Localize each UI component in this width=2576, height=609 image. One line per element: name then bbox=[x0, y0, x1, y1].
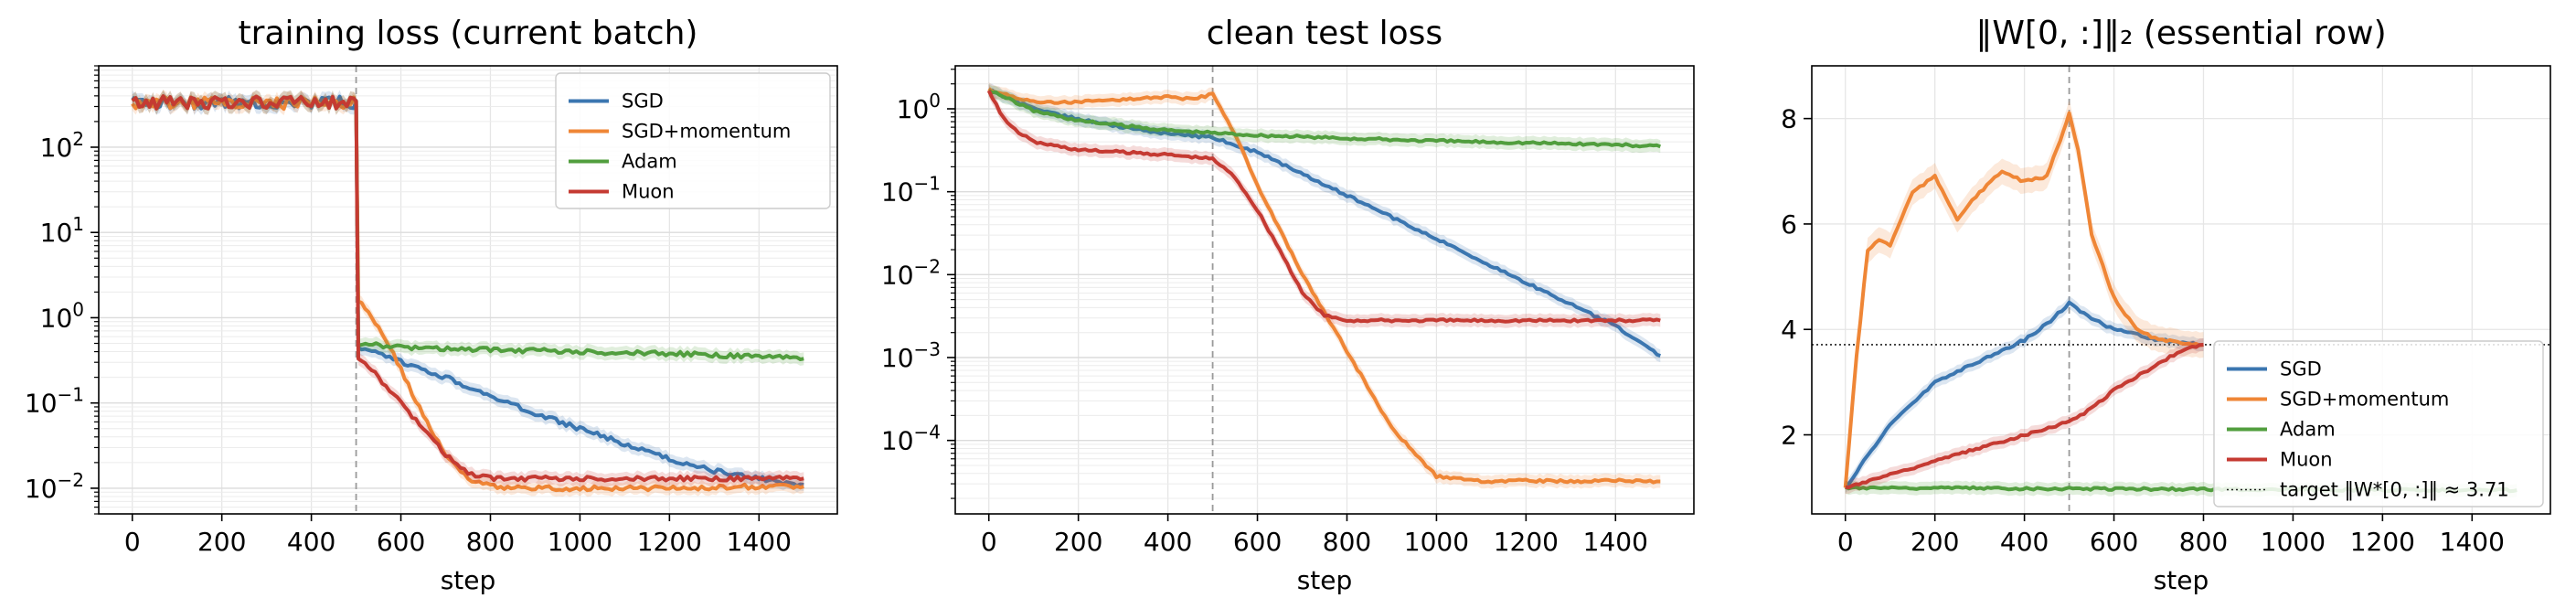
x-tick-label: 1000 bbox=[1404, 527, 1469, 557]
x-tick-label: 600 bbox=[2090, 527, 2138, 557]
x-tick-label: 600 bbox=[377, 527, 425, 557]
legend-label: SGD bbox=[622, 91, 664, 112]
y-tick-label: 10−3 bbox=[881, 338, 941, 373]
y-tick-label: 6 bbox=[1781, 209, 1797, 240]
band-sgd bbox=[1845, 295, 2204, 493]
x-tick-label: 400 bbox=[1144, 527, 1192, 557]
legend-label: SGD+momentum bbox=[2280, 389, 2449, 411]
x-axis-label: step bbox=[441, 565, 496, 595]
series-muon bbox=[1845, 343, 2204, 489]
legend: SGD SGD+momentum Adam Muon bbox=[555, 72, 831, 209]
x-tick-label: 0 bbox=[981, 527, 997, 557]
x-tick-label: 1400 bbox=[1583, 527, 1648, 557]
series-sgd-momentum bbox=[987, 87, 1661, 485]
series-adam bbox=[987, 89, 1662, 149]
band-muon bbox=[1845, 338, 2204, 494]
x-tick-label: 1400 bbox=[2440, 527, 2505, 557]
x-tick-label: 1400 bbox=[727, 527, 792, 557]
x-tick-label: 400 bbox=[287, 527, 335, 557]
y-tick-label: 101 bbox=[40, 213, 84, 248]
panel-title: ‖W[0, :]‖₂ (essential row) bbox=[1975, 15, 2386, 52]
panel-essential-row-norm: 0 200 400 600 800 1000 1200 1400 2 4 6 8 ‖W[0, :]‖₂ … bbox=[1781, 15, 2551, 595]
legend-label: Adam bbox=[622, 151, 677, 173]
series-sgd-momentum bbox=[131, 94, 804, 493]
y-tick-label: 102 bbox=[40, 128, 84, 163]
panel-training-loss: 0 200 400 600 800 1000 1200 1400 102 101 100 10−1 10… bbox=[25, 15, 838, 595]
legend-label: SGD bbox=[2280, 358, 2322, 380]
legend-label: SGD+momentum bbox=[622, 121, 791, 143]
x-tick-label: 800 bbox=[2179, 527, 2228, 557]
y-tick-label: 10−2 bbox=[25, 469, 84, 504]
x-tick-label: 600 bbox=[1233, 527, 1282, 557]
x-tick-label: 1000 bbox=[548, 527, 612, 557]
series-sgd bbox=[1844, 300, 2204, 488]
axes-frame bbox=[1811, 65, 2551, 515]
axes-frame bbox=[954, 65, 1695, 515]
series-muon bbox=[131, 94, 804, 483]
x-tick-label: 0 bbox=[1837, 527, 1854, 557]
x-tick-label: 200 bbox=[197, 527, 246, 557]
x-tick-label: 800 bbox=[466, 527, 515, 557]
series-muon bbox=[986, 90, 1661, 324]
x-tick-label: 1200 bbox=[2350, 527, 2415, 557]
legend-label: Muon bbox=[622, 181, 675, 203]
x-tick-label: 400 bbox=[2000, 527, 2049, 557]
legend: SGD SGD+momentum Adam Muon target ‖W*[0, :]‖… bbox=[2213, 340, 2544, 508]
x-tick-label: 800 bbox=[1323, 527, 1371, 557]
x-tick-label: 200 bbox=[1054, 527, 1102, 557]
x-tick-label: 1000 bbox=[2261, 527, 2326, 557]
x-axis-label: step bbox=[2154, 565, 2209, 595]
series-sgd-momentum bbox=[1843, 111, 2204, 488]
y-tick-label: 10−4 bbox=[881, 422, 941, 456]
band-adam bbox=[988, 84, 1661, 154]
y-tick-label: 10−1 bbox=[881, 173, 941, 208]
band-sgd bbox=[988, 83, 1661, 363]
y-tick-label: 2 bbox=[1781, 421, 1797, 451]
panel-title: training loss (current batch) bbox=[239, 15, 698, 52]
y-tick-label: 10−2 bbox=[881, 255, 941, 290]
y-tick-label: 10−1 bbox=[25, 384, 84, 419]
panel-title: clean test loss bbox=[1207, 15, 1442, 52]
panel-clean-test-loss: 0 200 400 600 800 1000 1200 1400 100 10−1 10−2 10−3… bbox=[881, 15, 1695, 595]
y-tick-label: 100 bbox=[897, 90, 941, 124]
y-tick-label: 4 bbox=[1781, 315, 1797, 345]
legend-label: target ‖W*[0, :]‖ ≈ 3.71 bbox=[2280, 479, 2509, 502]
x-tick-label: 1200 bbox=[1494, 527, 1559, 557]
x-tick-label: 200 bbox=[1911, 527, 1959, 557]
legend-box bbox=[2213, 340, 2544, 508]
x-tick-label: 1200 bbox=[637, 527, 702, 557]
x-axis-label: step bbox=[1297, 565, 1353, 595]
legend-box bbox=[555, 72, 831, 209]
legend-label: Muon bbox=[2280, 449, 2333, 471]
axes-frame bbox=[98, 65, 838, 515]
y-tick-label: 100 bbox=[40, 298, 84, 333]
legend-label: Adam bbox=[2280, 419, 2336, 441]
x-tick-label: 0 bbox=[124, 527, 141, 557]
y-tick-label: 8 bbox=[1781, 104, 1797, 134]
